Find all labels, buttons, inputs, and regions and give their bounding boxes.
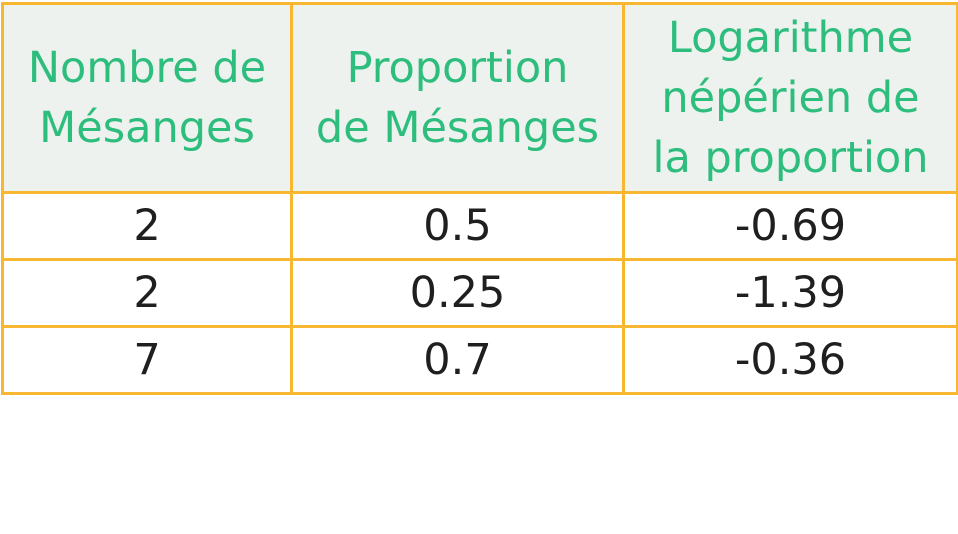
header-line: Logarithme (667, 13, 914, 63)
table-cell-proportion: 0.7 (290, 325, 625, 395)
table-body: 2 0.5 -0.69 2 0.25 -1.39 7 0.7 -0.36 (1, 191, 958, 395)
table-cell-logarithme: -0.36 (622, 325, 958, 395)
header-line: Mésanges (39, 103, 255, 153)
table-row: 2 0.25 -1.39 (1, 258, 958, 328)
table-row: 2 0.5 -0.69 (1, 191, 958, 261)
table-cell-logarithme: -0.69 (622, 191, 958, 261)
table-cell-logarithme: -1.39 (622, 258, 958, 328)
table-row: 7 0.7 -0.36 (1, 325, 958, 395)
header-line: Proportion (346, 43, 569, 93)
table-cell-nombre: 7 (1, 325, 293, 395)
data-table: Nombre de Mésanges Proportion de Mésange… (1, 2, 958, 395)
table-cell-proportion: 0.5 (290, 191, 625, 261)
table-cell-nombre: 2 (1, 191, 293, 261)
header-line: de Mésanges (315, 103, 600, 153)
header-line: la proportion (652, 133, 929, 183)
header-line: népérien de (661, 73, 920, 123)
header-nombre-de-mesanges: Nombre de Mésanges (1, 2, 293, 194)
header-logarithme-neperien: Logarithme népérien de la proportion (622, 2, 958, 194)
table-cell-nombre: 2 (1, 258, 293, 328)
header-row: Nombre de Mésanges Proportion de Mésange… (1, 2, 958, 194)
table-cell-proportion: 0.25 (290, 258, 625, 328)
header-proportion-de-mesanges: Proportion de Mésanges (290, 2, 625, 194)
header-line: Nombre de (27, 43, 267, 93)
table-header: Nombre de Mésanges Proportion de Mésange… (1, 2, 958, 194)
